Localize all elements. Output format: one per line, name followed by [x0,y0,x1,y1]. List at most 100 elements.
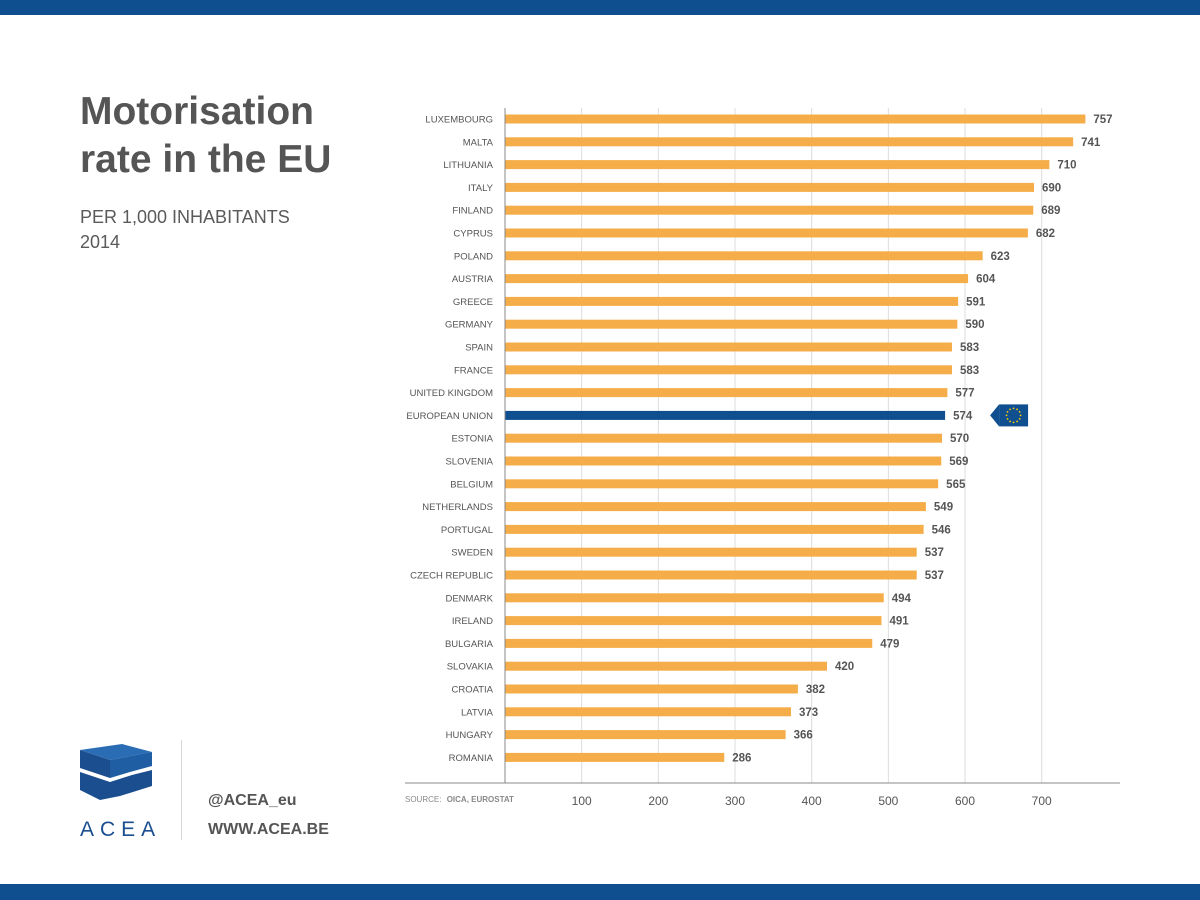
value-label: 583 [960,342,979,354]
bar [505,684,798,694]
x-tick-label: 600 [955,794,975,808]
website-link[interactable]: WWW.ACEA.BE [208,821,329,838]
bar [505,570,917,580]
value-label: 710 [1057,160,1076,172]
flag-star [1005,414,1008,417]
value-label: 569 [949,456,968,468]
category-label: NETHERLANDS [422,502,493,513]
value-label: 570 [950,433,969,445]
category-label: CYPRUS [453,229,493,240]
category-label: IRELAND [452,616,493,627]
bar [505,752,725,762]
category-label: FINLAND [452,206,493,217]
x-tick-label: 500 [878,794,898,808]
bar [505,160,1050,170]
bar [505,228,1028,238]
bar [505,593,884,603]
category-label: LITHUANIA [443,160,493,171]
value-label: 479 [880,638,899,650]
category-label: SLOVENIA [445,457,493,468]
value-label: 574 [953,410,973,422]
bar [505,638,873,648]
bar [505,182,1035,192]
bar [505,114,1086,124]
bar [505,251,983,261]
twitter-handle[interactable]: @ACEA_eu [208,792,297,809]
category-label: HUNGARY [446,730,494,741]
top-band [0,0,1200,15]
bar [505,433,943,443]
value-label: 682 [1036,228,1055,240]
value-label: 286 [732,752,751,764]
bar [505,274,969,284]
bar [505,730,786,740]
flag-star [1006,411,1009,413]
bar [505,502,926,512]
x-tick-label: 700 [1032,794,1052,808]
value-label: 583 [960,365,979,377]
flag-star [1018,411,1021,413]
value-label: 590 [965,319,984,331]
flag-star [1006,418,1009,420]
flag-star [1018,418,1021,420]
category-label: EUROPEAN UNION [406,411,493,422]
flag-star [1016,420,1018,423]
bar [505,661,828,671]
bar [505,524,924,534]
category-label: ROMANIA [449,753,494,764]
flag-star [1009,408,1011,411]
bar [505,707,791,717]
value-label: 366 [794,730,813,742]
bar [505,388,948,398]
bottom-band [0,884,1200,900]
category-label: PORTUGAL [441,525,493,536]
bar-highlight [505,410,946,420]
value-label: 623 [991,251,1010,263]
value-label: 494 [892,593,912,605]
title-line-1: Motorisation [80,90,314,133]
flag-star [1016,408,1018,411]
value-label: 537 [925,570,944,582]
category-label: BELGIUM [450,479,493,490]
category-label: CROATIA [451,685,493,696]
subtitle-line-1: PER 1,000 INHABITANTS [80,207,290,227]
bar [505,319,958,329]
bar [505,616,882,626]
flag-star [1012,407,1015,410]
category-label: FRANCE [454,365,493,376]
acea-logo-icon [80,744,152,800]
value-label: 689 [1041,205,1060,217]
category-label: BULGARIA [445,639,494,650]
flag-star [1012,421,1015,424]
bar [505,137,1074,147]
x-tick-label: 300 [725,794,745,808]
page-title: Motorisation rate in the EU [80,88,331,184]
source-value: OICA, EUROSTAT [447,795,514,804]
bar [505,296,959,306]
flag-body [999,404,1029,427]
category-label: DENMARK [445,593,493,604]
source-label: SOURCE: [405,795,441,804]
category-label: LATVIA [461,707,494,718]
value-label: 537 [925,547,944,559]
footer-divider [181,740,182,840]
category-label: UNITED KINGDOM [410,388,493,399]
category-label: GERMANY [445,320,494,331]
bar [505,205,1034,215]
category-label: SLOVAKIA [447,662,494,673]
flag-star [1019,414,1022,417]
value-label: 382 [806,684,825,696]
eu-flag-icon [990,404,1029,427]
bar [505,342,952,352]
x-tick-label: 200 [648,794,668,808]
value-label: 591 [966,296,986,308]
category-label: GREECE [453,297,493,308]
category-label: ITALY [468,183,494,194]
bar [505,365,952,375]
subtitle-line-2: 2014 [80,232,121,252]
value-label: 420 [835,661,854,673]
category-label: ESTONIA [451,434,493,445]
title-line-2: rate in the EU [80,138,332,181]
bar [505,456,942,466]
